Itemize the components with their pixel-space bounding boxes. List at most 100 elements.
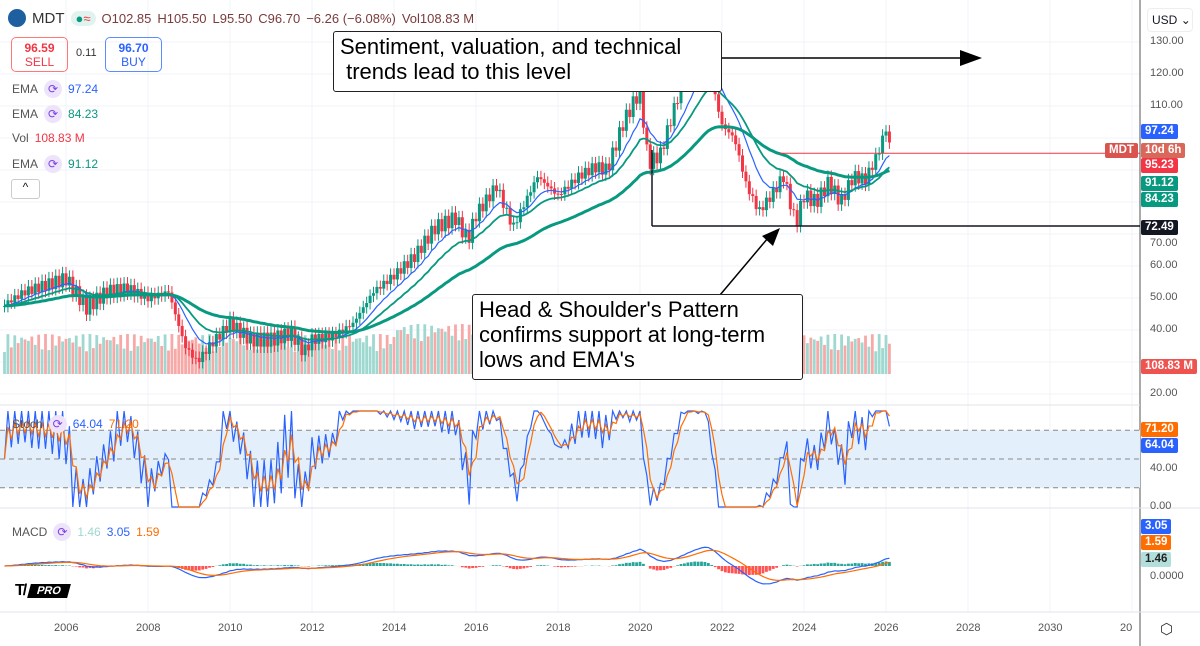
macd-hist-bar xyxy=(389,563,392,566)
candle xyxy=(204,351,208,354)
annotation-top[interactable]: Sentiment, valuation, and technical tren… xyxy=(333,31,722,92)
volume-bar xyxy=(283,335,287,374)
currency-select[interactable]: USD ⌄ xyxy=(1147,8,1193,32)
volume-bar xyxy=(877,334,881,374)
macd-hist-bar xyxy=(539,565,543,566)
macd-legend[interactable]: MACD ⟳ 1.46 3.05 1.59 xyxy=(12,523,159,541)
volume-bar xyxy=(105,339,109,374)
ema-legend-3[interactable]: EMA ⟳ 91.12 xyxy=(12,155,98,173)
annotation-bottom[interactable]: Head & Shoulder's Pattern confirms suppor… xyxy=(472,294,803,380)
candle xyxy=(91,297,95,310)
tag-ema-slow: 84.23 xyxy=(1141,192,1178,207)
volume-bar xyxy=(399,330,403,374)
macd-hist-bar xyxy=(847,563,850,566)
macd-hist-bar xyxy=(829,562,833,566)
macd-hist-bar xyxy=(416,564,420,566)
volume-bar xyxy=(358,338,362,374)
volume-bar xyxy=(888,343,891,374)
volume-bar xyxy=(119,334,123,374)
candle xyxy=(351,322,355,327)
macd-hist-bar xyxy=(553,566,556,567)
macd-hist-bar xyxy=(245,564,249,566)
macd-hist-bar xyxy=(775,566,779,568)
macd-hist: 1.46 xyxy=(77,525,101,539)
volume-bar xyxy=(242,345,246,374)
candle xyxy=(556,193,560,195)
macd-hist-bar xyxy=(795,566,799,567)
stoch-legend[interactable]: Stoch ⟳ 64.04 71.20 xyxy=(12,415,139,433)
stoch-tick: 40.00 xyxy=(1150,461,1178,474)
annotation-line: lows and EMA's xyxy=(479,347,635,372)
volume-bar xyxy=(259,334,263,374)
volume-bar xyxy=(6,334,10,374)
ema-legend-2[interactable]: EMA ⟳ 84.23 xyxy=(12,105,98,123)
volume-bar xyxy=(95,335,99,374)
volume-bar xyxy=(331,349,334,374)
candle xyxy=(887,131,891,143)
volume-bar xyxy=(232,339,235,374)
candle xyxy=(327,333,331,341)
volume-bar xyxy=(433,332,437,374)
macd-hist-bar xyxy=(563,566,567,568)
candle xyxy=(423,235,427,253)
candle xyxy=(37,283,41,293)
macd-hist-bar xyxy=(515,566,519,570)
macd-hist-bar xyxy=(396,563,399,566)
buy-button[interactable]: 96.70 BUY xyxy=(105,37,162,72)
candle xyxy=(40,280,44,293)
collapse-legend-button[interactable]: ^ xyxy=(11,179,40,199)
macd-hist-bar xyxy=(536,565,539,566)
candle xyxy=(406,261,410,268)
volume-bar xyxy=(139,335,143,374)
candle xyxy=(785,182,789,184)
vol-label: Vol xyxy=(12,131,29,145)
macd-hist-bar xyxy=(187,566,191,571)
symbol[interactable]: MDT xyxy=(32,9,65,27)
tag-stoch-d: 71.20 xyxy=(1141,422,1178,437)
volume-bar xyxy=(126,334,129,374)
volume-bar xyxy=(361,342,365,374)
tag-countdown: 10d 6h xyxy=(1141,143,1186,158)
sell-button[interactable]: 96.59 SELL xyxy=(11,37,68,72)
market-status-icon[interactable]: ●≈ xyxy=(70,10,96,26)
macd-hist-bar xyxy=(669,566,673,568)
candle xyxy=(208,342,211,354)
candle xyxy=(529,192,533,196)
volume-bar xyxy=(187,340,191,374)
ema-legend-1[interactable]: EMA ⟳ 97.24 xyxy=(12,80,98,98)
volume-bar xyxy=(378,334,382,374)
macd-hist-bar xyxy=(201,566,205,570)
sell-label: SELL xyxy=(24,55,55,69)
candle xyxy=(734,135,738,145)
macd-hist-bar xyxy=(402,564,406,566)
arrow-head-icon xyxy=(762,228,780,246)
price-tick: 110.00 xyxy=(1150,99,1183,111)
buy-price: 96.70 xyxy=(118,41,149,55)
candle xyxy=(50,278,54,290)
volume-bar xyxy=(269,341,273,374)
arrow-line xyxy=(719,237,769,296)
volume-bar xyxy=(115,344,119,374)
volume-bar xyxy=(3,352,6,374)
candle xyxy=(730,132,734,136)
macd-hist-bar xyxy=(238,563,242,566)
macd-hist-bar xyxy=(419,564,423,566)
candle xyxy=(395,268,399,280)
macd-hist-bar xyxy=(413,564,416,566)
macd-label: MACD xyxy=(12,525,48,539)
volume-bar xyxy=(40,349,44,374)
settings-icon[interactable]: ⬡ xyxy=(1160,621,1174,638)
vol-label: Vol xyxy=(401,10,420,26)
macd-hist-bar xyxy=(638,561,642,566)
candle xyxy=(645,127,649,145)
volume-bar xyxy=(61,341,64,374)
close-value: C96.70 xyxy=(258,10,301,26)
candle xyxy=(290,326,293,341)
macd-hist-bar xyxy=(631,562,635,566)
candle xyxy=(214,334,218,347)
candle xyxy=(286,328,290,341)
tradingview-logo[interactable]: T/ PRO xyxy=(15,582,87,599)
volume-legend[interactable]: Vol 108.83 M xyxy=(12,131,85,145)
candle xyxy=(375,286,379,294)
